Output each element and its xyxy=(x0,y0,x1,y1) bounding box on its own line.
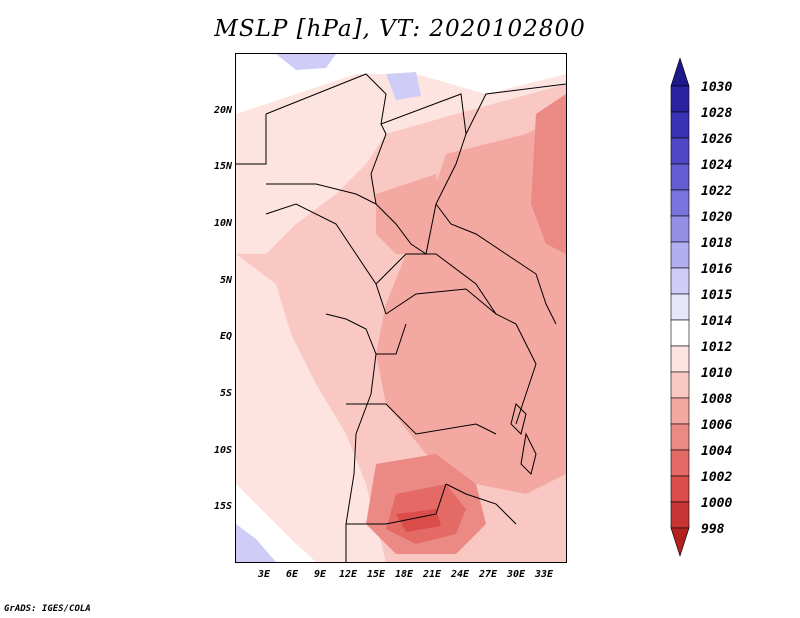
field-1006-sudan xyxy=(531,94,566,254)
lon-label-18e: 18E xyxy=(395,569,414,580)
lake-outlines xyxy=(510,403,537,475)
legend-label-1020: 1020 xyxy=(701,210,733,225)
country-borders xyxy=(236,73,566,562)
legend-swatch xyxy=(670,137,690,165)
lon-label-24e: 24E xyxy=(451,569,470,580)
lat-label-20n: 20N xyxy=(213,105,232,116)
legend-swatch xyxy=(670,345,690,373)
legend-swatch xyxy=(670,501,690,529)
lon-label-6e: 6E xyxy=(286,569,299,580)
legend-label-1028: 1028 xyxy=(701,106,733,121)
lon-label-33e: 33E xyxy=(535,569,554,580)
legend-swatch xyxy=(670,397,690,425)
legend-label-1014: 1014 xyxy=(701,314,733,329)
legend-label-1015: 1015 xyxy=(701,288,733,303)
legend-swatch xyxy=(670,449,690,477)
mslp-field xyxy=(236,54,566,562)
legend-label-1012: 1012 xyxy=(701,340,733,355)
field-1008-interior xyxy=(376,114,566,494)
legend-label-1002: 1002 xyxy=(701,470,733,485)
lon-label-12e: 12E xyxy=(339,569,358,580)
lat-label-15n: 15N xyxy=(213,161,232,172)
field-1016-north xyxy=(386,72,421,100)
legend-swatch xyxy=(670,475,690,503)
legend-label-998: 998 xyxy=(701,522,725,537)
legend-label-1006: 1006 xyxy=(701,418,733,433)
lon-label-30e: 30E xyxy=(507,569,526,580)
legend-label-1030: 1030 xyxy=(701,80,733,95)
legend-label-1008: 1008 xyxy=(701,392,733,407)
field-1016-northwest xyxy=(276,54,336,70)
footer-credit: GrADS: IGES/COLA xyxy=(4,604,91,614)
lat-label-10n: 10N xyxy=(213,218,232,229)
legend-swatch xyxy=(670,111,690,139)
lon-label-9e: 9E xyxy=(314,569,327,580)
legend-swatch xyxy=(670,58,690,87)
field-1014-north xyxy=(236,54,566,114)
legend-label-1026: 1026 xyxy=(701,132,733,147)
legend-label-1010: 1010 xyxy=(701,366,733,381)
legend-swatch xyxy=(670,189,690,217)
legend-label-1018: 1018 xyxy=(701,236,733,251)
lon-label-27e: 27E xyxy=(479,569,498,580)
field-1008-chad xyxy=(376,174,446,254)
field-1012-ocean xyxy=(236,254,386,562)
legend-label-1024: 1024 xyxy=(701,158,733,173)
lon-label-15e: 15E xyxy=(367,569,386,580)
lat-label-5s: 5S xyxy=(219,388,232,399)
lat-label-5n: 5N xyxy=(219,275,232,286)
legend-label-1016: 1016 xyxy=(701,262,733,277)
legend-swatch xyxy=(670,267,690,295)
legend-swatch xyxy=(670,215,690,243)
legend-swatch xyxy=(670,293,690,321)
legend-swatch xyxy=(670,423,690,451)
legend-label-1004: 1004 xyxy=(701,444,733,459)
lat-label-10s: 10S xyxy=(213,445,232,456)
legend-swatch xyxy=(670,319,690,347)
legend-label-1000: 1000 xyxy=(701,496,733,511)
lon-label-21e: 21E xyxy=(423,569,442,580)
field-1012-north xyxy=(236,54,566,254)
legend-swatch xyxy=(670,85,690,113)
legend-swatch xyxy=(670,163,690,191)
lat-label-15s: 15S xyxy=(213,501,232,512)
legend-swatch xyxy=(670,527,690,557)
legend-swatch xyxy=(670,371,690,399)
page-title: MSLP [hPa], VT: 2020102800 xyxy=(214,16,586,42)
lat-label-eq: EQ xyxy=(219,331,232,342)
map-plot xyxy=(235,53,567,563)
legend-colorbar xyxy=(670,58,690,557)
field-1016-southwest xyxy=(236,524,276,562)
legend-swatch xyxy=(670,241,690,269)
lon-label-3e: 3E xyxy=(258,569,271,580)
legend-label-1022: 1022 xyxy=(701,184,733,199)
